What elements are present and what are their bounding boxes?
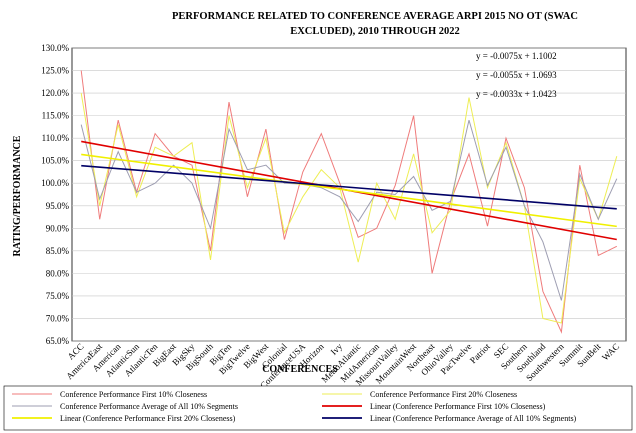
series-line bbox=[80, 70, 618, 334]
x-axis-title: CONFERENCES bbox=[262, 364, 338, 375]
chart-title-line-2: EXCLUDED), 2010 THROUGH 2022 bbox=[290, 26, 460, 37]
legend-label: Conference Performance Average of All 10… bbox=[60, 402, 238, 411]
legend-label: Linear (Conference Performance Average o… bbox=[370, 414, 577, 423]
y-tick-label: 95.0% bbox=[46, 201, 70, 211]
legend-items: Conference Performance First 10% Closene… bbox=[12, 390, 577, 423]
y-tick-label: 105.0% bbox=[41, 156, 69, 166]
x-tick-labels: ACCAmericaEastAmericanAtlanticSunAtlanti… bbox=[64, 341, 621, 390]
y-tick-label: 90.0% bbox=[46, 223, 70, 233]
plot-area bbox=[71, 47, 627, 342]
x-tick-label: WAC bbox=[600, 341, 621, 362]
trend-line bbox=[81, 153, 617, 228]
trend-line bbox=[81, 164, 617, 210]
trend-lines bbox=[81, 140, 617, 241]
x-tick-label: Patriot bbox=[468, 341, 492, 365]
y-tick-label: 70.0% bbox=[46, 313, 70, 323]
trend-equation-1: y = -0.0075x + 1.1002 bbox=[476, 51, 557, 61]
trend-equation-2: y = -0.0055x + 1.0693 bbox=[476, 70, 557, 80]
y-tick-label: 125.0% bbox=[41, 66, 69, 76]
y-axis-title: RATING/PERFORMANCE bbox=[12, 135, 23, 256]
y-tick-label: 110.0% bbox=[42, 133, 70, 143]
y-tick-label: 85.0% bbox=[46, 246, 70, 256]
legend-label: Conference Performance First 20% Closene… bbox=[370, 390, 517, 399]
y-tick-label: 80.0% bbox=[46, 268, 70, 278]
legend-label: Conference Performance First 10% Closene… bbox=[60, 390, 207, 399]
y-tick-label: 65.0% bbox=[46, 336, 70, 346]
legend-label: Linear (Conference Performance First 10%… bbox=[370, 402, 546, 411]
gridlines bbox=[72, 47, 626, 342]
legend-label: Linear (Conference Performance First 20%… bbox=[60, 414, 236, 423]
chart-title-line-1: PERFORMANCE RELATED TO CONFERENCE AVERAG… bbox=[172, 11, 578, 22]
legend bbox=[3, 385, 633, 431]
trend-equation-3: y = -0.0033x + 1.0423 bbox=[476, 89, 557, 99]
series-line bbox=[80, 93, 618, 324]
series-line bbox=[80, 119, 618, 301]
series-lines bbox=[80, 70, 618, 334]
y-tick-labels: 65.0% 70.0% 75.0% 80.0% 85.0% 90.0% 95.0% 100.0… bbox=[41, 43, 69, 346]
y-tick-label: 130.0% bbox=[41, 43, 69, 53]
y-tick-label: 120.0% bbox=[41, 88, 69, 98]
y-tick-label: 100.0% bbox=[41, 178, 69, 188]
y-tick-label: 75.0% bbox=[46, 291, 70, 301]
y-tick-label: 115.0% bbox=[42, 111, 70, 121]
